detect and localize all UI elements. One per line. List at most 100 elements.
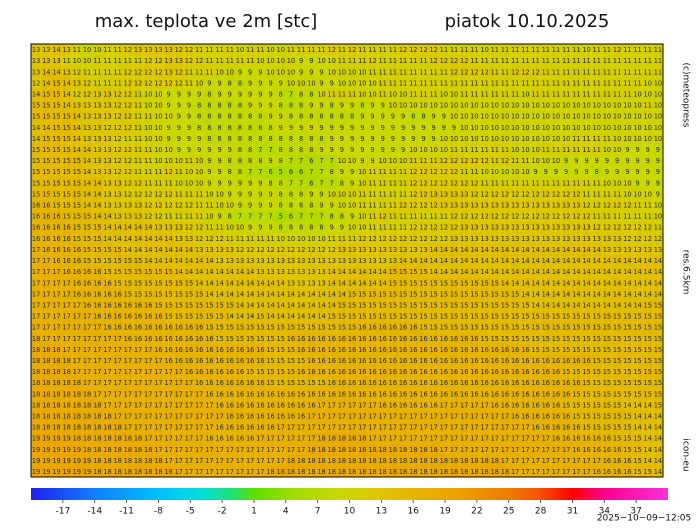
temperature-value: 17	[185, 424, 193, 432]
temperature-value: 16	[389, 324, 397, 332]
temperature-cell	[316, 288, 327, 300]
temperature-cell	[173, 166, 185, 178]
temperature-value: 17	[32, 313, 40, 321]
temperature-value: 16	[429, 390, 437, 398]
temperature-cell	[224, 210, 236, 222]
temperature-value: 17	[62, 346, 70, 354]
temperature-value: 16	[215, 379, 223, 387]
temperature-cell	[81, 44, 93, 56]
temperature-value: 14	[582, 268, 590, 276]
temperature-value: 10	[83, 46, 91, 54]
temperature-value: 17	[73, 357, 81, 365]
temperature-cell	[622, 121, 633, 134]
temperature-cell	[367, 221, 378, 234]
temperature-cell	[194, 110, 205, 123]
temperature-value: 17	[42, 257, 50, 265]
temperature-value: 17	[113, 346, 121, 354]
temperature-value: 10	[480, 102, 488, 110]
temperature-value: 17	[185, 468, 193, 476]
temperature-cell	[397, 288, 409, 300]
temperature-value: 13	[480, 235, 488, 243]
temperature-value: 11	[521, 46, 529, 54]
temperature-cell	[357, 266, 368, 278]
temperature-value: 18	[113, 457, 121, 465]
temperature-value: 8	[228, 124, 232, 132]
temperature-value: 14	[328, 290, 336, 298]
temperature-value: 18	[450, 468, 458, 476]
temperature-value: 13	[175, 57, 183, 65]
temperature-value: 13	[440, 190, 448, 198]
temperature-cell	[459, 77, 470, 89]
temperature-value: 16	[246, 346, 254, 354]
temperature-value: 18	[32, 335, 40, 343]
temperature-cell	[316, 188, 327, 200]
temperature-value: 15	[593, 357, 601, 365]
temperature-value: 12	[246, 246, 254, 254]
temperature-cell	[194, 44, 205, 56]
temperature-cell	[438, 277, 450, 289]
temperature-value: 11	[450, 146, 458, 154]
temperature-cell	[418, 110, 429, 123]
temperature-value: 19	[32, 457, 40, 465]
temperature-cell	[61, 199, 73, 211]
temperature-value: 15	[62, 179, 70, 187]
temperature-value: 16	[562, 357, 570, 365]
temperature-cell	[183, 77, 195, 89]
temperature-value: 11	[103, 68, 111, 76]
temperature-value: 10	[491, 102, 499, 110]
temperature-value: 15	[236, 324, 244, 332]
temperature-value: 19	[52, 446, 60, 454]
temperature-value: 14	[103, 235, 111, 243]
temperature-value: 14	[83, 190, 91, 198]
temperature-value: 9	[656, 168, 660, 176]
temperature-cell	[336, 166, 348, 178]
temperature-value: 11	[593, 213, 601, 221]
temperature-cell	[326, 44, 338, 56]
temperature-cell	[296, 143, 307, 156]
temperature-value: 10	[358, 224, 366, 232]
temperature-value: 16	[501, 346, 509, 354]
temperature-value: 13	[317, 268, 325, 276]
temperature-value: 15	[378, 290, 386, 298]
temperature-value: 11	[236, 57, 244, 65]
temperature-cell	[347, 288, 358, 300]
temperature-cell	[459, 166, 470, 178]
temperature-value: 16	[470, 390, 478, 398]
temperature-cell	[387, 277, 399, 289]
temperature-value: 14	[154, 235, 162, 243]
temperature-value: 11	[501, 46, 509, 54]
temperature-value: 17	[450, 424, 458, 432]
temperature-value: 14	[83, 146, 91, 154]
temperature-value: 15	[195, 313, 203, 321]
temperature-value: 18	[93, 446, 101, 454]
temperature-value: 15	[613, 346, 621, 354]
temperature-cell	[397, 232, 409, 245]
temperature-value: 16	[124, 335, 132, 343]
temperature-cell	[367, 277, 378, 289]
temperature-value: 11	[542, 146, 550, 154]
temperature-value: 11	[297, 46, 305, 54]
temperature-value: 8	[238, 157, 242, 165]
temperature-cell	[438, 110, 450, 123]
temperature-cell	[489, 132, 501, 145]
temperature-value: 11	[582, 79, 590, 87]
temperature-value: 11	[348, 235, 356, 243]
temperature-value: 15	[613, 424, 621, 432]
temperature-cell	[265, 232, 276, 245]
temperature-value: 16	[93, 301, 101, 309]
temperature-value: 11	[623, 213, 631, 221]
temperature-cell	[561, 99, 572, 111]
temperature-value: 11	[582, 146, 590, 154]
temperature-cell	[561, 266, 572, 278]
temperature-cell	[173, 188, 185, 200]
temperature-cell	[132, 221, 144, 234]
temperature-cell	[622, 221, 633, 234]
temperature-cell	[122, 121, 134, 134]
temperature-value: 12	[399, 235, 407, 243]
temperature-value: 13	[297, 257, 305, 265]
temperature-value: 8	[197, 102, 201, 110]
temperature-value: 15	[593, 390, 601, 398]
temperature-value: 8	[319, 113, 323, 121]
temperature-value: 14	[266, 279, 274, 287]
temperature-value: 16	[205, 368, 213, 376]
